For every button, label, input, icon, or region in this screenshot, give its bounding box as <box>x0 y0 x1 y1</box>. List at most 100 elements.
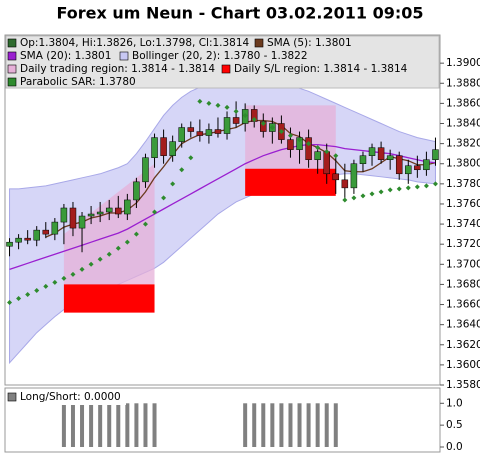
y-tick-label: 1.3580 <box>446 379 480 391</box>
candle-body <box>223 117 231 134</box>
bar <box>89 403 94 447</box>
sar-dot <box>215 102 221 108</box>
candle-body <box>96 211 104 215</box>
sar-dot <box>378 189 384 195</box>
sar-dot <box>342 197 348 203</box>
legend-swatch <box>7 64 17 74</box>
bar <box>279 403 284 447</box>
sar-dot <box>188 155 194 161</box>
legend-swatch <box>7 51 17 61</box>
sar-dot <box>423 183 429 189</box>
candle-body <box>33 229 40 241</box>
candle-body <box>214 129 222 134</box>
bar <box>70 403 75 447</box>
sar-dot <box>97 256 103 262</box>
sar-dot <box>224 104 230 110</box>
y-tick-label: 1.3720 <box>446 238 480 250</box>
legend-label: Parabolic SAR: 1.3780 <box>20 76 136 88</box>
candle-body <box>359 155 367 164</box>
bar <box>116 403 121 447</box>
region <box>245 168 336 196</box>
bar <box>61 403 66 447</box>
sar-dot <box>161 195 167 201</box>
y-tick-label: 1.3660 <box>446 299 480 311</box>
sar-dot <box>7 300 13 306</box>
candle-body <box>196 131 204 136</box>
candle-body <box>432 149 439 160</box>
candle-body <box>178 127 185 142</box>
legend-label: SMA (5): 1.3801 <box>267 37 352 49</box>
y-tick-label: 1.3600 <box>446 359 480 371</box>
sar-dot <box>306 141 312 147</box>
y-tick-label: 1.3640 <box>446 319 480 331</box>
sar-dot <box>106 251 112 257</box>
chart-title: Forex um Neun - Chart 03.02.2011 09:05 <box>56 4 423 23</box>
sar-dot <box>179 167 185 173</box>
candle-body <box>386 155 394 160</box>
sar-dot <box>88 261 94 267</box>
candle-body <box>78 215 86 229</box>
sar-dot <box>278 129 284 135</box>
y-tick-label: 1.3800 <box>446 158 480 170</box>
sar-dot <box>287 133 293 139</box>
bar <box>261 403 266 447</box>
y-tick-label: 1.3880 <box>446 77 480 89</box>
sar-dot <box>25 291 31 297</box>
candle-body <box>169 141 176 156</box>
legend-label: Daily trading region: 1.3814 - 1.3814 <box>20 63 215 75</box>
sar-dot <box>233 108 239 114</box>
sar-dot <box>142 221 148 227</box>
sar-dot <box>405 185 411 191</box>
candle-body <box>87 213 95 217</box>
bar <box>288 403 293 447</box>
bar <box>324 403 329 447</box>
y-tick-label: 1.3840 <box>446 118 480 130</box>
sar-dot <box>133 231 139 237</box>
sar-dot <box>396 186 402 192</box>
candle-body <box>15 237 22 243</box>
y-tick-label: 1.3700 <box>446 258 480 270</box>
bar <box>315 403 320 447</box>
legend-label: Bollinger (20, 2): 1.3780 - 1.3822 <box>132 50 308 62</box>
sar-dot <box>16 296 22 302</box>
sar-dot <box>324 149 330 155</box>
sar-dot <box>52 279 58 285</box>
sar-dot <box>124 239 130 245</box>
bar <box>243 403 248 447</box>
candle-body <box>133 181 140 201</box>
legend-label: SMA (20): 1.3801 <box>20 50 111 62</box>
candle-body <box>6 241 13 247</box>
y-tick-label: 1.3900 <box>446 57 480 69</box>
candle-body <box>142 157 149 183</box>
line <box>45 119 436 238</box>
sar-dot <box>115 245 121 251</box>
bar <box>143 403 148 447</box>
sar-dot <box>269 125 275 131</box>
sar-dot <box>432 181 438 187</box>
sar-dot <box>152 209 158 215</box>
legend-swatch <box>7 38 17 48</box>
y-tick-label: 0.0 <box>446 441 463 453</box>
candle-body <box>24 237 31 241</box>
candle-body <box>287 139 294 150</box>
bar <box>270 403 275 447</box>
candle-body <box>350 163 358 189</box>
legend-swatch <box>7 77 17 87</box>
sar-dot <box>315 145 321 151</box>
bar <box>125 403 130 447</box>
candle-body <box>124 199 131 215</box>
bar <box>306 403 311 447</box>
candle-body <box>232 117 240 124</box>
y-tick-label: 1.3820 <box>446 138 480 150</box>
sar-dot <box>369 191 375 197</box>
candle-body <box>377 147 385 160</box>
bar <box>80 403 85 447</box>
bar <box>333 403 338 447</box>
candle-body <box>414 165 421 171</box>
sar-dot <box>43 283 49 289</box>
candle-body <box>368 147 376 156</box>
candle-body <box>51 221 59 235</box>
candle-body <box>341 179 349 189</box>
candle-body <box>205 129 213 136</box>
